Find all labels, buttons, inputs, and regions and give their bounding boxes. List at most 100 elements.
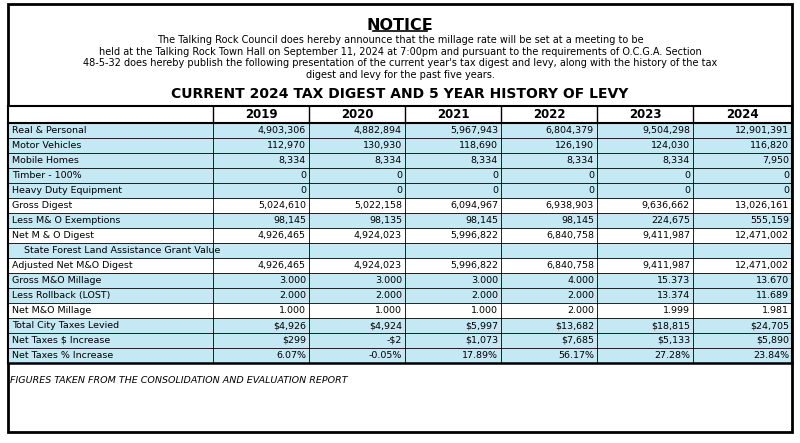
Text: 5,967,943: 5,967,943 [450, 126, 498, 135]
Text: The Talking Rock Council does hereby announce that the millage rate will be set : The Talking Rock Council does hereby ann… [157, 35, 643, 45]
Text: 1.981: 1.981 [762, 306, 789, 315]
Text: CURRENT 2024 TAX DIGEST AND 5 YEAR HISTORY OF LEVY: CURRENT 2024 TAX DIGEST AND 5 YEAR HISTO… [171, 87, 629, 101]
Bar [8, 183, 792, 198]
Text: NOTICE: NOTICE [366, 18, 434, 33]
Text: 116,820: 116,820 [750, 141, 789, 150]
Text: 13.670: 13.670 [756, 276, 789, 285]
Text: $4,924: $4,924 [369, 321, 402, 330]
Text: 0: 0 [783, 186, 789, 195]
Text: 2024: 2024 [726, 108, 759, 121]
Text: 2021: 2021 [437, 108, 470, 121]
Text: 2.000: 2.000 [471, 291, 498, 300]
Text: 12,471,002: 12,471,002 [735, 261, 789, 270]
Text: $7,685: $7,685 [561, 336, 594, 345]
Text: 8,334: 8,334 [662, 156, 690, 165]
Text: 15.373: 15.373 [657, 276, 690, 285]
Text: 2.000: 2.000 [279, 291, 306, 300]
Text: 0: 0 [783, 171, 789, 180]
Text: 8,334: 8,334 [374, 156, 402, 165]
Text: 9,411,987: 9,411,987 [642, 231, 690, 240]
Text: 4,926,465: 4,926,465 [258, 231, 306, 240]
Text: $5,997: $5,997 [465, 321, 498, 330]
Text: FIGURES TAKEN FROM THE CONSOLIDATION AND EVALUATION REPORT: FIGURES TAKEN FROM THE CONSOLIDATION AND… [10, 376, 347, 385]
Bar [8, 333, 792, 348]
Bar [8, 243, 792, 258]
Text: $24,705: $24,705 [750, 321, 789, 330]
Bar [8, 258, 792, 273]
Bar [8, 318, 792, 333]
Text: 0: 0 [684, 186, 690, 195]
Text: 0: 0 [396, 186, 402, 195]
Text: 2.000: 2.000 [567, 306, 594, 315]
Text: 0: 0 [492, 171, 498, 180]
Text: 6,840,758: 6,840,758 [546, 261, 594, 270]
Text: $4,926: $4,926 [273, 321, 306, 330]
Text: State Forest Land Assistance Grant Value: State Forest Land Assistance Grant Value [12, 246, 220, 255]
Text: 7,950: 7,950 [762, 156, 789, 165]
Bar [8, 213, 792, 228]
Text: Gross Digest: Gross Digest [12, 201, 72, 210]
Text: Motor Vehicles: Motor Vehicles [12, 141, 82, 150]
Text: $299: $299 [282, 336, 306, 345]
Text: 4,924,023: 4,924,023 [354, 261, 402, 270]
Bar [8, 228, 792, 243]
Text: 130,930: 130,930 [362, 141, 402, 150]
Text: 2020: 2020 [341, 108, 374, 121]
Text: 0: 0 [492, 186, 498, 195]
Text: 1.000: 1.000 [279, 306, 306, 315]
Text: digest and levy for the past five years.: digest and levy for the past five years. [306, 70, 494, 79]
Text: 112,970: 112,970 [267, 141, 306, 150]
Text: 12,901,391: 12,901,391 [735, 126, 789, 135]
Text: -0.05%: -0.05% [369, 351, 402, 360]
Text: Total City Taxes Levied: Total City Taxes Levied [12, 321, 119, 330]
Text: 0: 0 [300, 171, 306, 180]
Text: 98,145: 98,145 [465, 216, 498, 225]
Text: 2019: 2019 [245, 108, 278, 121]
Text: 1.000: 1.000 [375, 306, 402, 315]
Text: 6,840,758: 6,840,758 [546, 231, 594, 240]
Text: 4,903,306: 4,903,306 [258, 126, 306, 135]
Text: 6,094,967: 6,094,967 [450, 201, 498, 210]
Text: 124,030: 124,030 [651, 141, 690, 150]
Text: Gross M&O Millage: Gross M&O Millage [12, 276, 102, 285]
Text: 98,145: 98,145 [561, 216, 594, 225]
Text: 98,145: 98,145 [273, 216, 306, 225]
Text: 17.89%: 17.89% [462, 351, 498, 360]
Text: 1.999: 1.999 [663, 306, 690, 315]
Text: Less M& O Exemptions: Less M& O Exemptions [12, 216, 120, 225]
Text: Net Taxes $ Increase: Net Taxes $ Increase [12, 336, 110, 345]
Text: 6.07%: 6.07% [276, 351, 306, 360]
Text: 6,804,379: 6,804,379 [546, 126, 594, 135]
Text: 8,334: 8,334 [470, 156, 498, 165]
Bar [8, 273, 792, 288]
Text: held at the Talking Rock Town Hall on September 11, 2024 at 7:00pm and pursuant : held at the Talking Rock Town Hall on Se… [98, 47, 702, 57]
Text: 8,334: 8,334 [566, 156, 594, 165]
Bar [8, 303, 792, 318]
Text: Net Taxes % Increase: Net Taxes % Increase [12, 351, 114, 360]
Text: 126,190: 126,190 [555, 141, 594, 150]
Bar [8, 288, 792, 303]
Text: 2.000: 2.000 [375, 291, 402, 300]
Text: 5,022,158: 5,022,158 [354, 201, 402, 210]
Text: $5,133: $5,133 [657, 336, 690, 345]
Text: 5,996,822: 5,996,822 [450, 261, 498, 270]
Text: 8,334: 8,334 [278, 156, 306, 165]
Text: 13,026,161: 13,026,161 [735, 201, 789, 210]
Text: 11.689: 11.689 [756, 291, 789, 300]
Text: 5,024,610: 5,024,610 [258, 201, 306, 210]
Text: 4,926,465: 4,926,465 [258, 261, 306, 270]
Text: 12,471,002: 12,471,002 [735, 231, 789, 240]
Text: 0: 0 [588, 171, 594, 180]
Text: Less Rollback (LOST): Less Rollback (LOST) [12, 291, 110, 300]
Text: 0: 0 [396, 171, 402, 180]
Text: 98,135: 98,135 [369, 216, 402, 225]
Text: Mobile Homes: Mobile Homes [12, 156, 79, 165]
Text: Heavy Duty Equipment: Heavy Duty Equipment [12, 186, 122, 195]
Text: 4,924,023: 4,924,023 [354, 231, 402, 240]
Bar [8, 123, 792, 138]
Text: $1,073: $1,073 [465, 336, 498, 345]
Text: 4.000: 4.000 [567, 276, 594, 285]
Text: 56.17%: 56.17% [558, 351, 594, 360]
Text: -$2: -$2 [386, 336, 402, 345]
Bar [8, 153, 792, 168]
